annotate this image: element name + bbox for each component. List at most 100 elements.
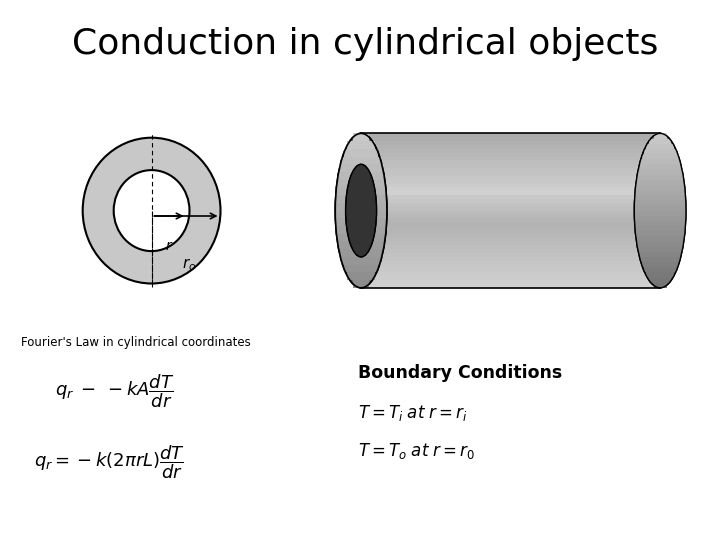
Ellipse shape — [346, 164, 377, 257]
Polygon shape — [340, 164, 382, 172]
Polygon shape — [634, 200, 686, 205]
Polygon shape — [649, 278, 671, 282]
Polygon shape — [353, 280, 369, 288]
Polygon shape — [638, 247, 683, 252]
Polygon shape — [361, 176, 660, 180]
Polygon shape — [361, 261, 660, 265]
Polygon shape — [639, 164, 681, 170]
Polygon shape — [361, 253, 660, 257]
Ellipse shape — [336, 133, 387, 288]
Polygon shape — [361, 214, 660, 218]
Polygon shape — [341, 257, 381, 265]
Polygon shape — [361, 160, 660, 164]
Polygon shape — [634, 205, 686, 211]
Polygon shape — [649, 139, 671, 144]
Polygon shape — [361, 234, 660, 238]
Polygon shape — [344, 149, 378, 157]
Text: $T =T_i \; at \; r = r_i$: $T =T_i \; at \; r = r_i$ — [359, 403, 468, 423]
Polygon shape — [361, 133, 660, 137]
Polygon shape — [337, 180, 385, 187]
Polygon shape — [638, 170, 683, 174]
Text: Fourier's Law in cylindrical coordinates: Fourier's Law in cylindrical coordinates — [21, 336, 251, 349]
Polygon shape — [361, 218, 660, 222]
Polygon shape — [336, 211, 387, 218]
Polygon shape — [348, 272, 374, 280]
Polygon shape — [361, 184, 660, 187]
Polygon shape — [636, 185, 685, 190]
Polygon shape — [634, 221, 685, 226]
Polygon shape — [361, 230, 660, 234]
Polygon shape — [361, 207, 660, 211]
Polygon shape — [336, 195, 387, 203]
Polygon shape — [361, 203, 660, 207]
Polygon shape — [644, 149, 677, 154]
Polygon shape — [361, 265, 660, 268]
Ellipse shape — [83, 138, 220, 284]
Polygon shape — [361, 187, 660, 191]
Polygon shape — [361, 272, 660, 276]
Polygon shape — [361, 226, 660, 230]
Polygon shape — [341, 157, 381, 164]
Polygon shape — [361, 284, 660, 288]
Text: $T=T_o \; at \; r = r_0$: $T=T_o \; at \; r = r_0$ — [359, 441, 475, 461]
Polygon shape — [361, 241, 660, 245]
Ellipse shape — [114, 170, 189, 251]
Polygon shape — [361, 145, 660, 149]
Polygon shape — [361, 137, 660, 141]
Polygon shape — [635, 190, 685, 195]
Polygon shape — [637, 241, 683, 247]
Polygon shape — [361, 164, 660, 168]
Polygon shape — [336, 187, 386, 195]
Polygon shape — [636, 180, 684, 185]
Polygon shape — [636, 237, 684, 241]
Polygon shape — [654, 282, 667, 288]
Polygon shape — [361, 172, 660, 176]
Polygon shape — [361, 180, 660, 184]
Polygon shape — [634, 211, 686, 216]
Polygon shape — [338, 241, 384, 249]
Polygon shape — [636, 231, 685, 237]
Polygon shape — [640, 257, 680, 262]
Polygon shape — [646, 144, 675, 149]
Text: $q_r = -k(2\pi r L)\dfrac{dT}{dr}$: $q_r = -k(2\pi r L)\dfrac{dT}{dr}$ — [35, 443, 186, 481]
Text: r: r — [166, 239, 171, 253]
Polygon shape — [361, 276, 660, 280]
Polygon shape — [361, 141, 660, 145]
Polygon shape — [361, 168, 660, 172]
Polygon shape — [361, 238, 660, 241]
Polygon shape — [338, 172, 384, 180]
Polygon shape — [361, 257, 660, 261]
Polygon shape — [361, 195, 660, 199]
Polygon shape — [336, 218, 387, 226]
Polygon shape — [634, 216, 686, 221]
Polygon shape — [361, 268, 660, 272]
Polygon shape — [361, 211, 660, 214]
Text: Boundary Conditions: Boundary Conditions — [359, 363, 562, 382]
Polygon shape — [361, 280, 660, 284]
Polygon shape — [646, 272, 675, 278]
Polygon shape — [361, 157, 660, 160]
Polygon shape — [336, 203, 387, 211]
Polygon shape — [336, 226, 386, 234]
Polygon shape — [642, 154, 678, 159]
Polygon shape — [640, 159, 680, 164]
Polygon shape — [344, 265, 378, 272]
Polygon shape — [634, 195, 685, 200]
Polygon shape — [361, 153, 660, 157]
Text: $q_r \;-\; -kA\dfrac{dT}{dr}$: $q_r \;-\; -kA\dfrac{dT}{dr}$ — [55, 373, 174, 410]
Polygon shape — [644, 267, 677, 272]
Polygon shape — [348, 141, 374, 149]
Polygon shape — [654, 133, 667, 139]
Polygon shape — [361, 199, 660, 203]
Polygon shape — [361, 245, 660, 249]
Polygon shape — [639, 252, 681, 257]
Polygon shape — [642, 262, 678, 267]
Polygon shape — [361, 249, 660, 253]
Polygon shape — [337, 234, 385, 241]
Text: Conduction in cylindrical objects: Conduction in cylindrical objects — [72, 27, 658, 61]
Polygon shape — [353, 133, 369, 141]
Polygon shape — [637, 174, 683, 180]
Ellipse shape — [634, 133, 686, 288]
Polygon shape — [635, 226, 685, 231]
Polygon shape — [361, 191, 660, 195]
